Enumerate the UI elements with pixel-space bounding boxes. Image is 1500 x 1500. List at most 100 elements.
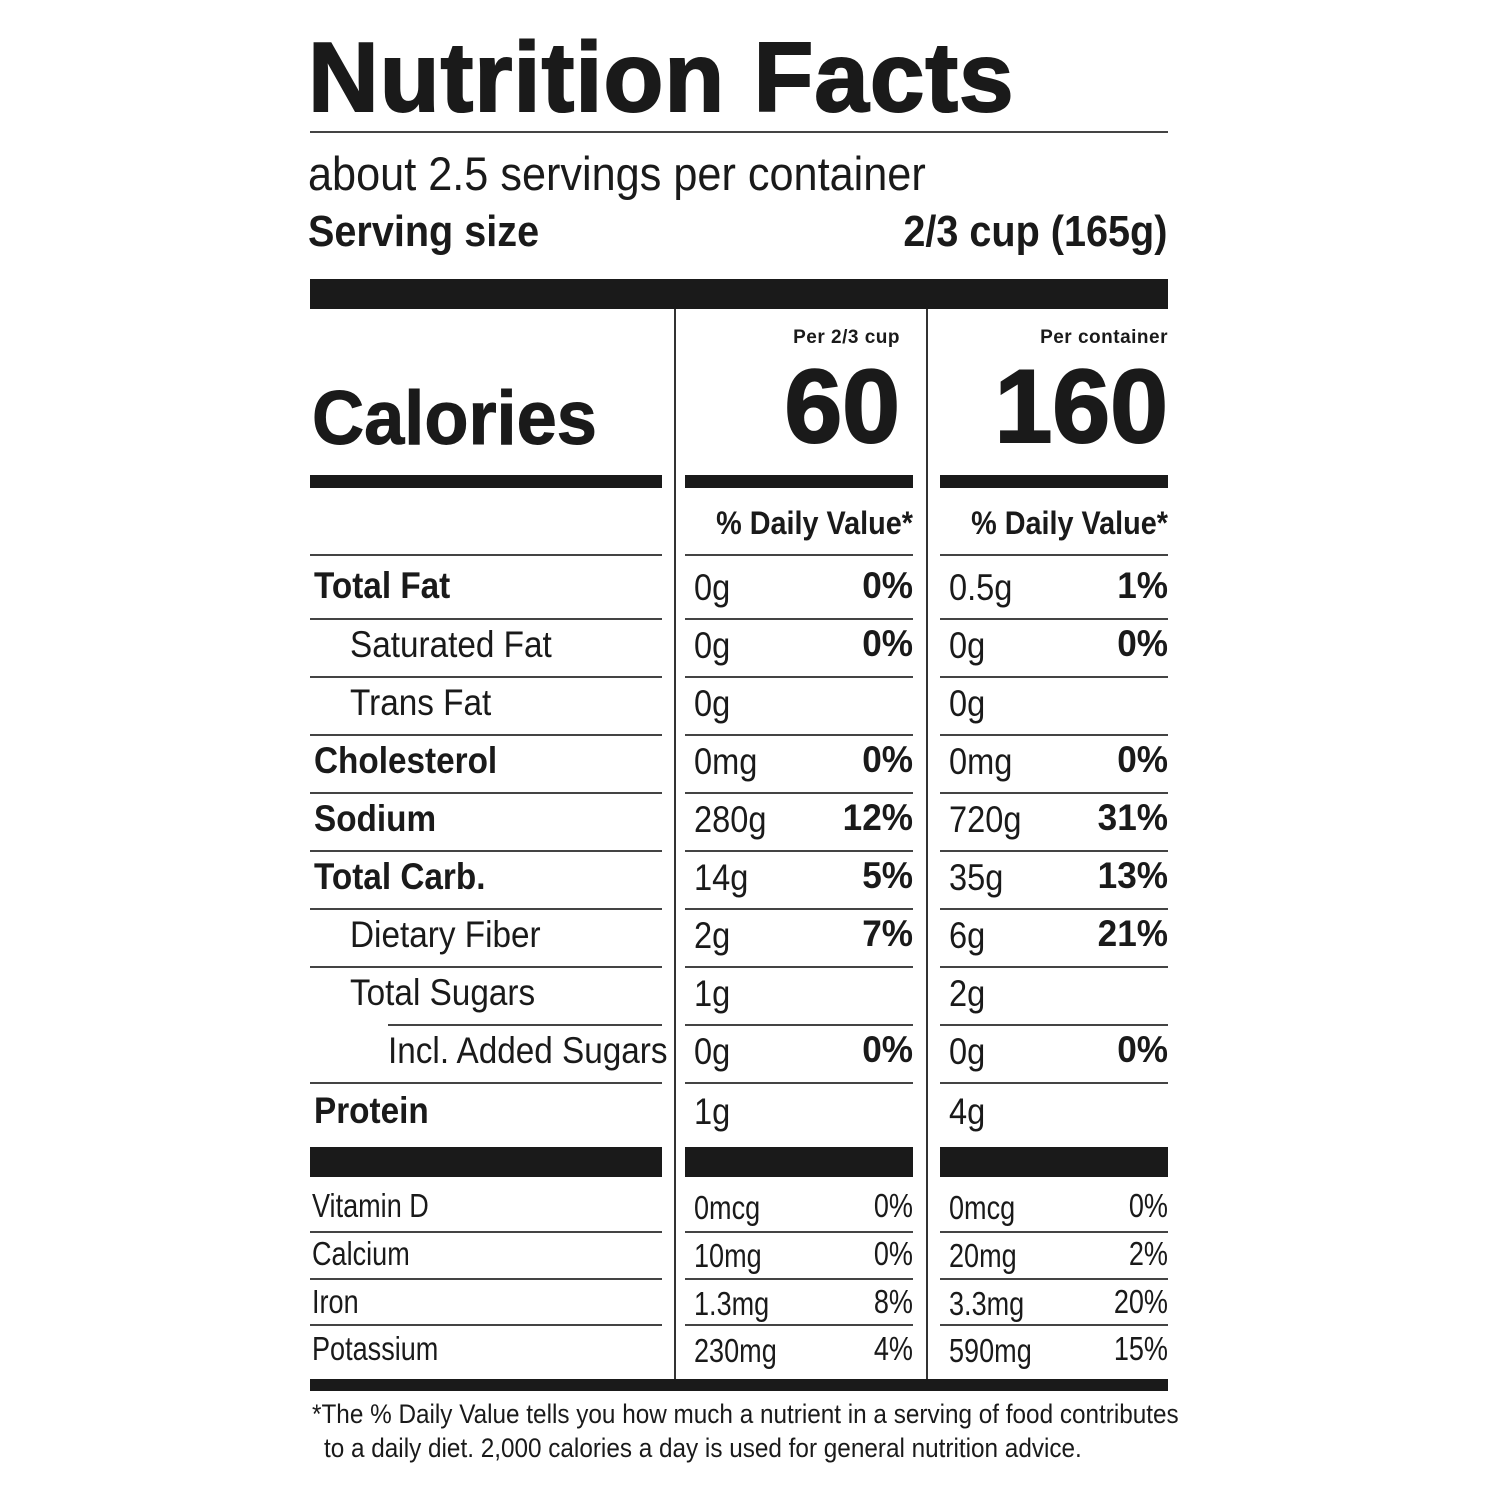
serving-amount: 1g [694, 973, 731, 1014]
serving-dv: 4% [873, 1330, 913, 1367]
row-rule [685, 792, 913, 794]
container-dv: 0% [1117, 739, 1168, 780]
serving-dv: 0% [862, 1029, 913, 1070]
serving-dv: 0% [862, 739, 913, 780]
row-rule [685, 1278, 913, 1280]
footnote-line-2: to a daily diet. 2,000 calories a day is… [324, 1433, 1082, 1463]
container-dv: 21% [1097, 913, 1168, 954]
row-rule [940, 618, 1168, 620]
servings-per-container: about 2.5 servings per container [308, 147, 926, 200]
nutrient-name: Incl. Added Sugars [388, 1030, 668, 1071]
serving-amount: 1g [694, 1091, 731, 1132]
serving-amount: 0g [694, 625, 731, 666]
serving-amount: 0g [694, 683, 731, 724]
nutrient-name: Trans Fat [350, 682, 492, 723]
row-rule [685, 554, 913, 556]
nutrient-name: Protein [314, 1090, 429, 1131]
container-dv: 1% [1117, 565, 1168, 606]
row-rule [940, 966, 1168, 968]
row-rule [940, 1231, 1168, 1233]
container-amount: 3.3mg [949, 1285, 1025, 1322]
container-dv: 2% [1128, 1235, 1168, 1272]
vitamins-divider-2 [685, 1147, 913, 1177]
container-dv: 0% [1117, 1029, 1168, 1070]
nutrient-name: Sodium [314, 798, 437, 839]
row-rule [310, 966, 662, 968]
row-rule [940, 554, 1168, 556]
calories-divider-3 [940, 475, 1168, 488]
serving-dv: 12% [842, 797, 913, 838]
serving-dv: 5% [862, 855, 913, 896]
vitamin-name: Potassium [312, 1330, 439, 1367]
row-rule [310, 1278, 662, 1280]
container-amount: 0g [949, 1031, 986, 1072]
vitamins-divider-1 [310, 1147, 662, 1177]
nutrient-name: Dietary Fiber [350, 914, 541, 955]
row-rule [685, 1231, 913, 1233]
row-rule [310, 1231, 662, 1233]
footnote-line-1: *The % Daily Value tells you how much a … [312, 1399, 1179, 1429]
thick-divider-bottom [310, 1379, 1168, 1391]
row-rule [940, 908, 1168, 910]
row-rule [310, 618, 662, 620]
serving-amount: 0g [694, 567, 731, 608]
serving-amount: 10mg [694, 1237, 762, 1274]
row-rule [940, 734, 1168, 736]
row-rule [685, 966, 913, 968]
serving-size-label: Serving size [308, 207, 540, 256]
container-dv: 13% [1097, 855, 1168, 896]
row-rule [310, 554, 662, 556]
serving-amount: 0mcg [694, 1189, 761, 1226]
row-rule [310, 792, 662, 794]
container-dv: 20% [1113, 1283, 1168, 1320]
row-rule [388, 1024, 662, 1026]
row-rule [310, 908, 662, 910]
row-rule [940, 1024, 1168, 1026]
serving-amount: 2g [694, 915, 731, 956]
container-dv: 0% [1128, 1187, 1168, 1224]
nutrient-name: Total Fat [314, 565, 451, 606]
calories-per-serving: 60 [783, 349, 901, 465]
container-amount: 2g [949, 973, 986, 1014]
nutrient-name: Total Sugars [350, 972, 536, 1013]
serving-amount: 280g [694, 799, 767, 840]
row-rule [310, 1082, 662, 1084]
row-rule [940, 792, 1168, 794]
serving-amount: 14g [694, 857, 749, 898]
serving-amount: 0mg [694, 741, 758, 782]
row-rule [940, 676, 1168, 678]
container-amount: 0mg [949, 741, 1013, 782]
container-dv: 15% [1113, 1330, 1168, 1367]
row-rule [685, 1082, 913, 1084]
title-divider [310, 131, 1168, 133]
row-rule [310, 676, 662, 678]
vitamin-name: Iron [312, 1283, 359, 1320]
container-amount: 6g [949, 915, 986, 956]
serving-dv: 8% [873, 1283, 913, 1320]
thick-divider-top [310, 279, 1168, 309]
row-rule [310, 850, 662, 852]
per-container-header: Per container [1040, 327, 1168, 348]
row-rule [310, 1324, 662, 1326]
container-amount: 720g [949, 799, 1022, 840]
container-amount: 35g [949, 857, 1004, 898]
container-amount: 0g [949, 625, 986, 666]
row-rule [685, 1324, 913, 1326]
container-amount: 4g [949, 1091, 986, 1132]
container-amount: 0g [949, 683, 986, 724]
serving-amount: 230mg [694, 1332, 777, 1369]
calories-per-container: 160 [993, 349, 1169, 465]
container-amount: 590mg [949, 1332, 1032, 1369]
row-rule [685, 734, 913, 736]
serving-amount: 1.3mg [694, 1285, 770, 1322]
container-amount: 0.5g [949, 567, 1013, 608]
nutrient-name: Cholesterol [314, 740, 498, 781]
serving-dv: 7% [862, 913, 913, 954]
calories-divider-2 [685, 475, 913, 488]
row-rule [310, 734, 662, 736]
label-title: Nutrition Facts [307, 21, 1015, 133]
row-rule [685, 676, 913, 678]
calories-label: Calories [312, 376, 598, 462]
vitamins-divider-3 [940, 1147, 1168, 1177]
daily-value-header-container: % Daily Value* [971, 505, 1168, 541]
